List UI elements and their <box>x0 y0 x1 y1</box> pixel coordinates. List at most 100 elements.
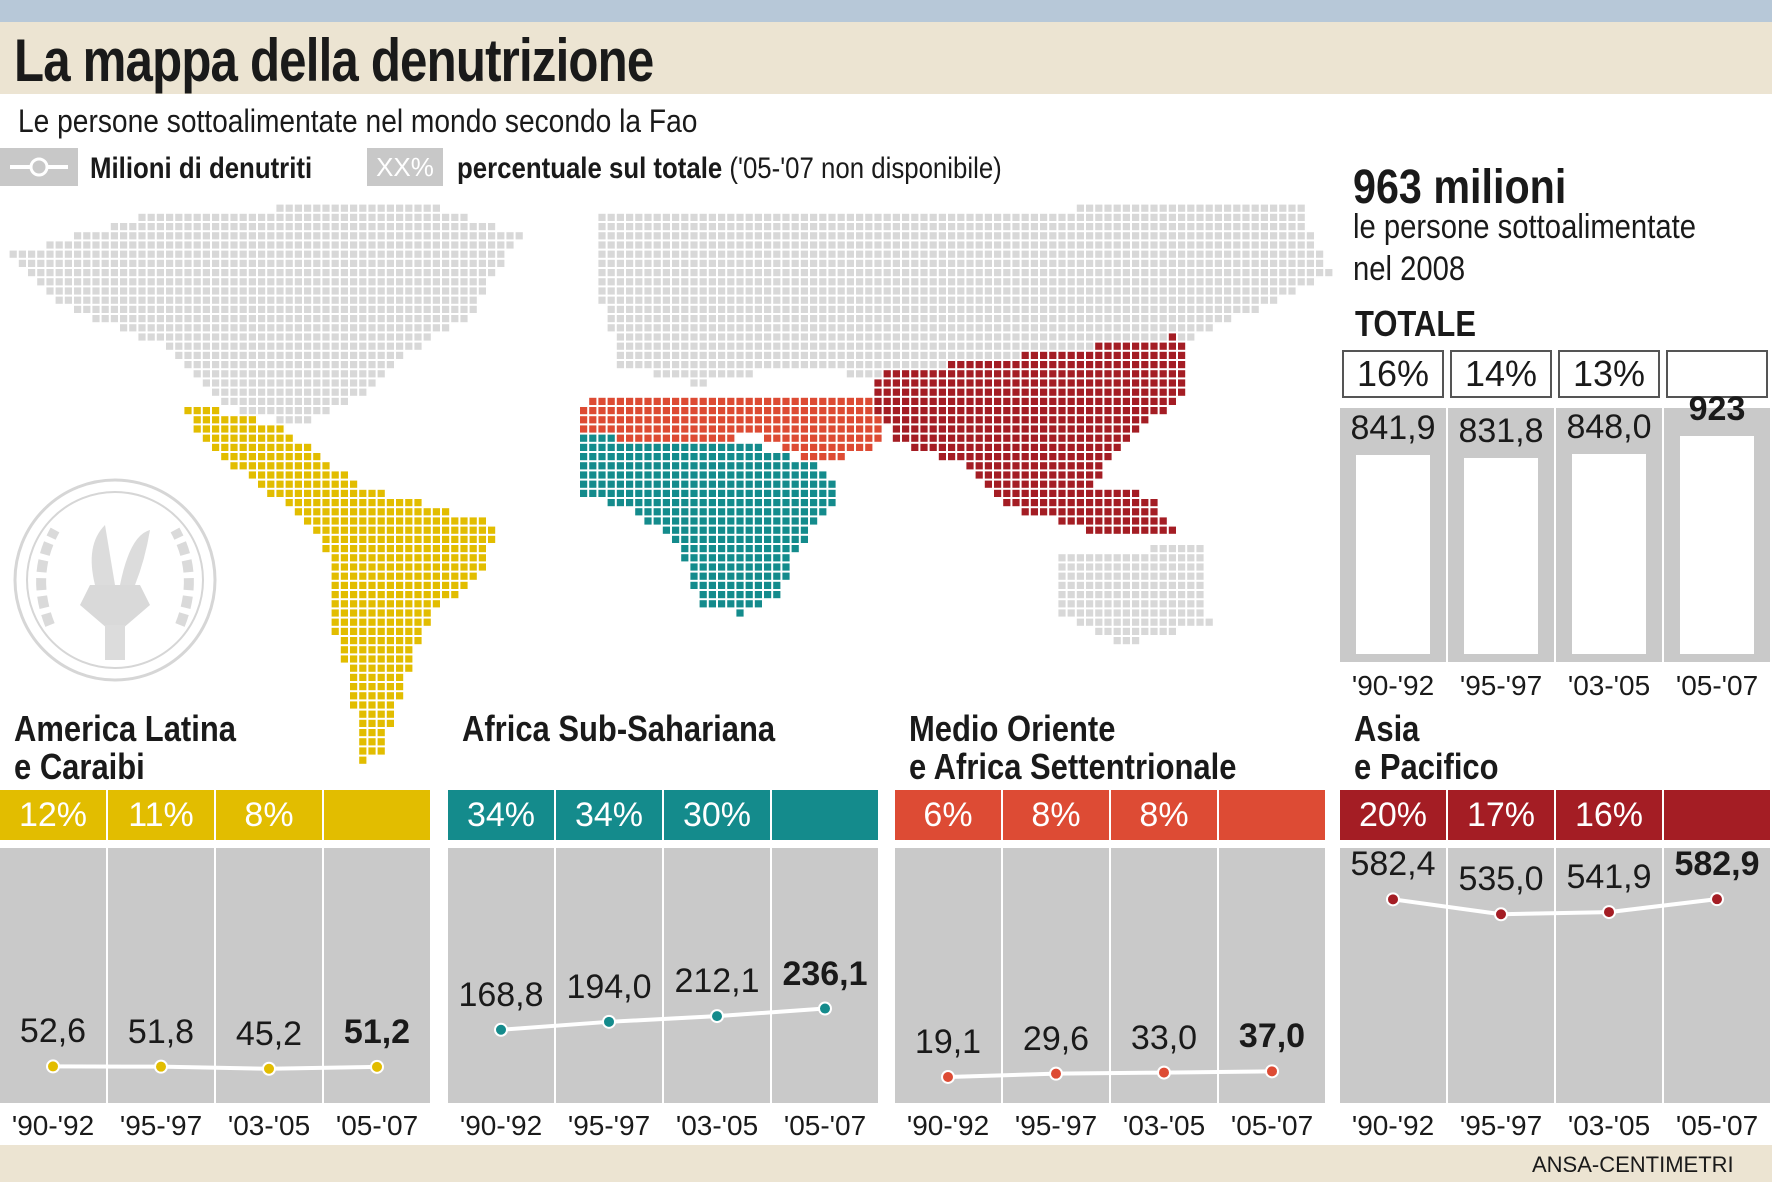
panel-divider <box>1446 848 1448 1103</box>
panel-divider <box>662 848 664 1103</box>
totale-value-label: 831,8 <box>1458 411 1544 450</box>
region-percent-cell: 20% <box>1340 790 1446 840</box>
region-period-label: '05-'07 <box>1675 1110 1759 1141</box>
region-percent-cell <box>1664 790 1770 840</box>
totale-value-label: 923 <box>1688 390 1746 429</box>
totale-percent-cell: 14% <box>1450 350 1552 398</box>
series-point <box>1602 905 1616 920</box>
title-band <box>0 22 1772 94</box>
totale-period-label: '03-'05 <box>1567 670 1651 701</box>
series-value-label: 19,1 <box>914 1022 982 1061</box>
region-period-label: '03-'05 <box>1567 1110 1651 1141</box>
page-title: La mappa della denutrizione <box>14 27 654 94</box>
region-percent-cell: 34% <box>448 790 554 840</box>
region-title: Africa Sub-Sahariana <box>462 710 775 748</box>
series-point <box>154 1059 168 1074</box>
region-period-label: '95-'97 <box>1014 1110 1098 1141</box>
series-point <box>1386 892 1400 907</box>
line-dot-icon <box>10 157 68 177</box>
region-period-label: '90-'92 <box>1351 1110 1435 1141</box>
legend-line-key <box>0 148 78 186</box>
region-percent-cell <box>1219 790 1325 840</box>
panel-divider <box>770 848 772 1103</box>
fao-emblem-icon <box>13 478 217 682</box>
legend-pct-key: XX% <box>367 148 443 186</box>
series-value-label: 236,1 <box>782 954 868 993</box>
legend-pct-label: percentuale sul totale <box>457 152 723 185</box>
region-line-svg <box>941 1064 1279 1084</box>
panel-divider <box>554 848 556 1103</box>
region-period-label: '90-'92 <box>11 1110 95 1141</box>
region-percent-bar: 6% 8% 8% <box>895 790 1325 840</box>
region-plot-panel: 582,4 535,0 541,9 582,9 <box>1340 845 1770 1103</box>
region-period-label: '03-'05 <box>1122 1110 1206 1141</box>
totale-bar <box>1680 436 1754 654</box>
series-line <box>1392 897 1718 917</box>
panel-divider <box>1662 848 1664 1103</box>
panel-divider <box>1001 848 1003 1103</box>
region-title-line: e Africa Settentrionale <box>909 746 1237 787</box>
region-title-line: Medio Oriente <box>909 708 1116 749</box>
series-point <box>1494 907 1508 922</box>
credit-text: ANSA-CENTIMETRI <box>1532 1152 1734 1177</box>
series-value-label: 29,6 <box>1022 1019 1090 1058</box>
region-percent-cell: 11% <box>108 790 214 840</box>
panel-divider <box>106 848 108 1103</box>
series-line <box>52 1064 378 1071</box>
series-value-label: 51,8 <box>127 1012 195 1051</box>
region-percent-cell: 16% <box>1556 790 1662 840</box>
region-percent-cell: 6% <box>895 790 1001 840</box>
series-point <box>1049 1066 1063 1081</box>
summary-text: le persone sottoalimentate nel 2008 <box>1353 206 1696 290</box>
series-value-label: 33,0 <box>1130 1018 1198 1057</box>
legend-pct-label-group: percentuale sul totale ('05-'07 non disp… <box>457 152 1002 186</box>
region-title-line: e Pacifico <box>1354 746 1499 787</box>
series-value-label: 194,0 <box>566 967 652 1006</box>
region-period-label: '05-'07 <box>1230 1110 1314 1141</box>
region-line-svg <box>494 1001 832 1037</box>
region-plot-panel: 168,8 194,0 212,1 236,1 <box>448 848 878 1103</box>
series-point <box>370 1059 384 1074</box>
region-percent-bar: 12% 11% 8% <box>0 790 430 840</box>
region-percent-cell <box>324 790 430 840</box>
region-period-label: '90-'92 <box>459 1110 543 1141</box>
totale-title: TOTALE <box>1355 303 1476 344</box>
region-period-label: '95-'97 <box>567 1110 651 1141</box>
region-percent-cell <box>772 790 878 840</box>
top-band <box>0 0 1772 22</box>
panel-divider <box>1109 848 1111 1103</box>
series-point <box>1157 1065 1171 1080</box>
region-period-label: '95-'97 <box>1459 1110 1543 1141</box>
series-point <box>818 1001 832 1016</box>
series-value-label: 168,8 <box>458 975 544 1014</box>
region-plot-panel: 19,1 29,6 33,0 37,0 <box>895 848 1325 1103</box>
series-value-label: 535,0 <box>1458 860 1544 899</box>
region-percent-bar: 20% 17% 16% <box>1340 790 1770 840</box>
series-value-label: 37,0 <box>1238 1017 1306 1056</box>
totale-value-label: 841,9 <box>1350 409 1436 448</box>
legend-line-label: Milioni di denutriti <box>90 152 313 185</box>
series-point <box>1710 892 1724 907</box>
series-value-label: 45,2 <box>235 1014 303 1053</box>
totale-percent-cell <box>1666 350 1768 398</box>
series-point <box>262 1061 276 1076</box>
region-plot-panel: 52,6 51,8 45,2 51,2 <box>0 848 430 1103</box>
summary-headline: 963 milioni <box>1353 161 1567 214</box>
totale-percent-cell: 13% <box>1558 350 1660 398</box>
region-percent-cell: 30% <box>664 790 770 840</box>
summary-line-2: nel 2008 <box>1353 250 1466 288</box>
series-value-label: 541,9 <box>1566 858 1652 897</box>
world-dot-map <box>9 204 1333 764</box>
series-value-label: 582,9 <box>1674 845 1760 884</box>
panel-divider <box>322 848 324 1103</box>
series-value-label: 582,4 <box>1350 845 1436 884</box>
totale-period-label: '95-'97 <box>1459 670 1543 701</box>
series-value-label: 51,2 <box>343 1012 411 1051</box>
region-period-label: '03-'05 <box>675 1110 759 1141</box>
series-value-label: 212,1 <box>674 962 760 1001</box>
summary-line-1: le persone sottoalimentate <box>1353 208 1696 246</box>
panel-divider <box>214 848 216 1103</box>
series-point <box>602 1014 616 1029</box>
region-title: Asia e Pacifico <box>1354 710 1499 786</box>
region-percent-cell: 8% <box>216 790 322 840</box>
